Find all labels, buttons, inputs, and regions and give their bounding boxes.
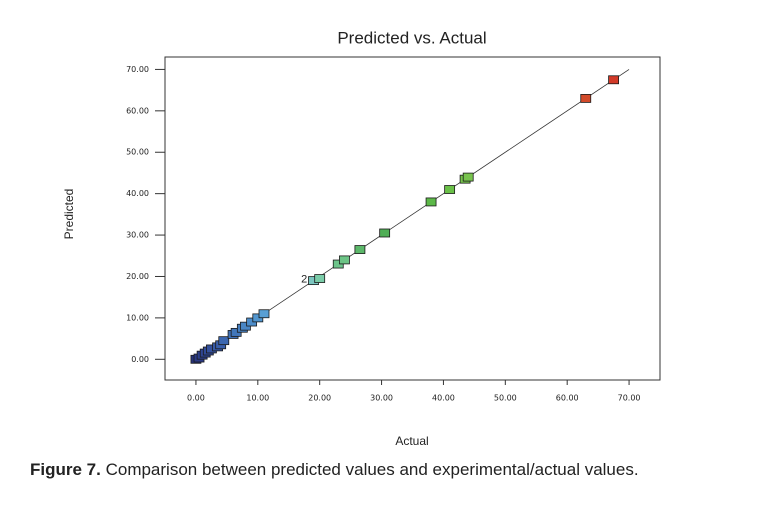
y-tick-label: 10.00 bbox=[126, 313, 149, 322]
point bbox=[218, 336, 230, 346]
x-tick-label: 60.00 bbox=[556, 394, 579, 403]
x-tick-label: 70.00 bbox=[618, 394, 641, 403]
caption: Figure 7. Comparison between predicted v… bbox=[30, 460, 639, 480]
point bbox=[379, 228, 391, 238]
x-tick-label: 20.00 bbox=[308, 394, 331, 403]
plot-frame bbox=[164, 56, 661, 381]
y-tick-label: 30.00 bbox=[126, 231, 149, 240]
caption-label: Figure 7. bbox=[30, 460, 101, 479]
x-tick-label: 50.00 bbox=[494, 394, 517, 403]
point bbox=[444, 185, 456, 194]
point bbox=[354, 245, 366, 254]
y-tick-label: 0.00 bbox=[131, 355, 149, 364]
caption-text: Comparison between predicted values and … bbox=[100, 460, 639, 479]
point bbox=[580, 94, 592, 103]
point bbox=[425, 197, 437, 207]
y-tick-label: 40.00 bbox=[126, 189, 149, 198]
point bbox=[339, 255, 350, 265]
x-tick-label: 10.00 bbox=[246, 394, 269, 403]
chart: Predicted vs. Actual Actual Predicted 0.… bbox=[62, 28, 661, 448]
point bbox=[314, 274, 326, 283]
x-tick-label: 0.00 bbox=[187, 394, 205, 403]
chart-title: Predicted vs. Actual bbox=[337, 28, 486, 47]
point bbox=[462, 172, 474, 182]
x-axis-label: Actual bbox=[395, 434, 428, 448]
y-axis-label: Predicted bbox=[62, 189, 76, 240]
point bbox=[258, 309, 270, 319]
x-tick-label: 40.00 bbox=[432, 394, 455, 403]
point bbox=[608, 75, 619, 85]
y-tick-label: 60.00 bbox=[126, 106, 149, 115]
x-tick-label: 30.00 bbox=[370, 394, 393, 403]
y-tick-label: 70.00 bbox=[126, 65, 149, 74]
annotation: 2 bbox=[301, 273, 307, 285]
y-tick-label: 50.00 bbox=[126, 148, 149, 157]
y-tick-label: 20.00 bbox=[126, 272, 149, 281]
